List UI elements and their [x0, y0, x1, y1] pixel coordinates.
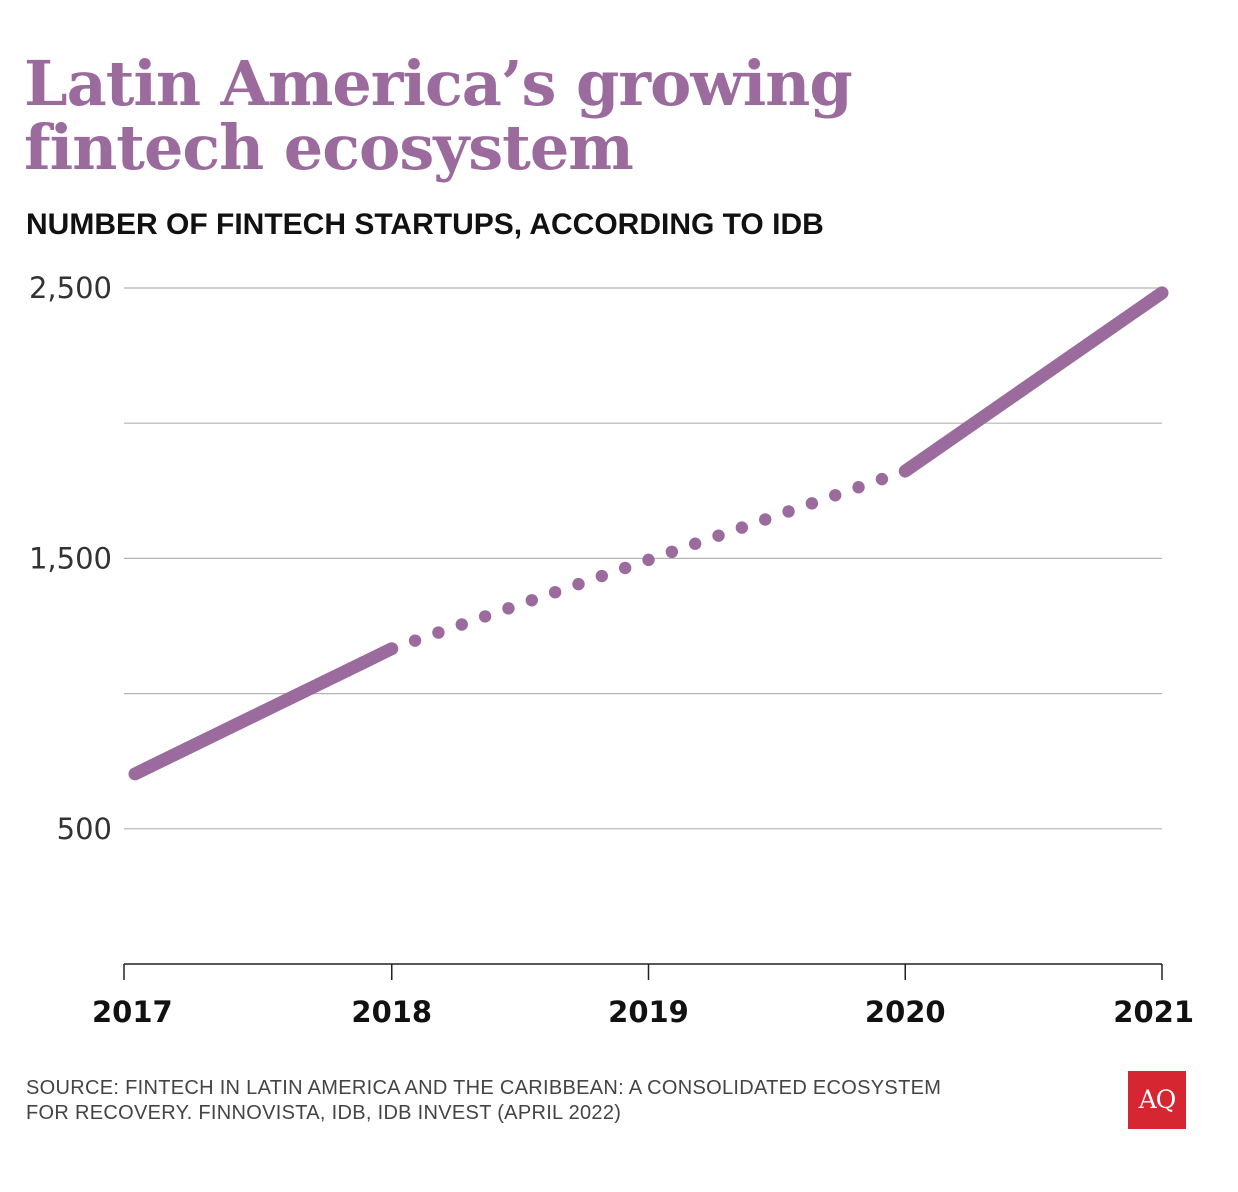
aq-logo: AQ — [1128, 1071, 1186, 1129]
line-segment-dot — [572, 577, 585, 591]
x-tick-label: 2017 — [92, 995, 173, 1029]
line-segment-dot — [478, 610, 492, 623]
line-segment-dot — [548, 585, 562, 599]
line-segment-dot — [782, 505, 795, 518]
series-fintech-startups — [128, 286, 1169, 781]
line-segment-dot — [759, 513, 772, 526]
chart-title: Latin America’s growing fintech ecosyste… — [24, 52, 1124, 180]
source-line-2: FOR RECOVERY. FINNOVISTA, IDB, IDB INVES… — [26, 1102, 622, 1124]
y-tick-label: 1,500 — [29, 541, 112, 575]
title-line-2: fintech ecosystem — [24, 111, 634, 184]
x-tick-label: 2018 — [351, 995, 432, 1029]
line-segment-dot — [852, 481, 865, 494]
line-segment-dot — [432, 626, 445, 639]
line-segment-dot — [502, 602, 515, 615]
line-segment-dot — [875, 472, 889, 486]
line-segment-dot — [618, 561, 632, 575]
line-segment-dot — [688, 537, 702, 550]
x-tick-label: 2020 — [865, 995, 946, 1029]
line-segment-dot — [829, 489, 842, 502]
y-axis-tick-labels: 500 1,500 2,500 — [29, 271, 112, 846]
line-segment-dot — [408, 634, 422, 647]
line-segment-dot — [525, 594, 538, 607]
x-axis: 2017 2018 2019 2020 2021 — [92, 963, 1194, 1029]
line-segment-dot — [455, 618, 468, 631]
y-tick-label: 500 — [57, 812, 112, 846]
source-line-1: SOURCE: FINTECH IN LATIN AMERICA AND THE… — [26, 1077, 942, 1099]
source-note: SOURCE: FINTECH IN LATIN AMERICA AND THE… — [26, 1076, 1026, 1126]
title-line-1: Latin America’s growing — [24, 47, 853, 120]
line-segment-solid — [128, 642, 399, 781]
line-segment-solid — [898, 286, 1169, 478]
line-segment-dot — [665, 545, 679, 559]
chart-subtitle: NUMBER OF FINTECH STARTUPS, ACCORDING TO… — [26, 208, 824, 241]
line-segment-dot — [805, 497, 819, 510]
y-tick-label: 2,500 — [29, 271, 112, 305]
line-segment-dot — [735, 521, 749, 534]
line-segment-dot — [642, 553, 655, 567]
line-segment-dot — [712, 529, 725, 542]
x-tick-label: 2019 — [608, 995, 689, 1029]
line-segment-dot — [595, 569, 609, 583]
x-tick-label: 2021 — [1113, 995, 1194, 1029]
